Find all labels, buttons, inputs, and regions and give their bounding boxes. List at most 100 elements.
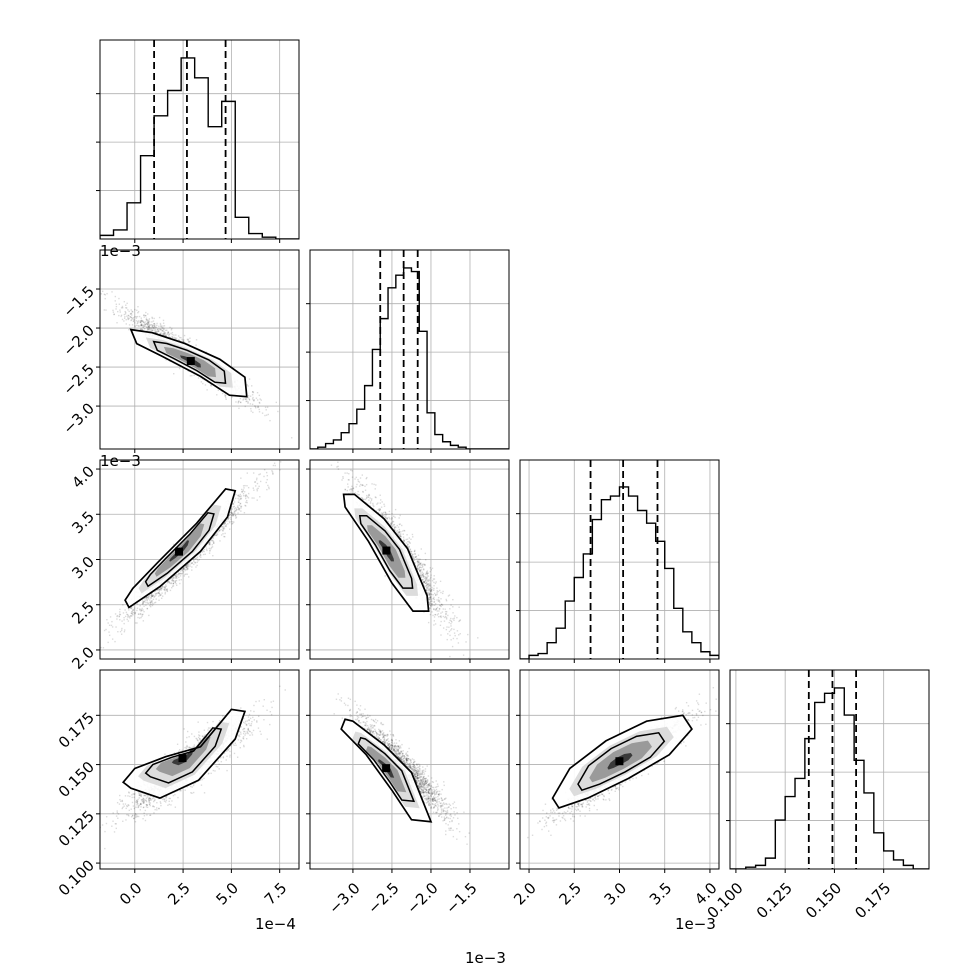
scatter-point: [153, 325, 156, 327]
scatter-point: [168, 333, 170, 336]
scatter-point: [232, 513, 234, 515]
scatter-point: [375, 484, 377, 486]
scatter-point: [117, 310, 119, 313]
scatter-point: [203, 550, 205, 553]
scatter-point: [168, 581, 170, 583]
scatter-point: [406, 545, 408, 548]
scatter-point: [251, 497, 253, 499]
scatter-point: [157, 588, 160, 590]
scatter-point: [224, 522, 227, 524]
scatter-point: [409, 551, 411, 553]
scatter-point: [428, 604, 430, 606]
scatter-point: [155, 332, 158, 334]
scatter-point: [141, 320, 143, 322]
scatter-point: [154, 328, 157, 331]
scatter-point: [174, 577, 177, 579]
scatter-point: [440, 615, 442, 617]
scatter-point: [418, 574, 421, 576]
scatter-point: [154, 330, 156, 332]
scatter-point: [378, 508, 380, 510]
scatter-point: [147, 327, 149, 329]
scatter-point: [392, 525, 394, 528]
scatter-point: [422, 583, 425, 585]
scatter-point: [418, 570, 421, 572]
scatter-point: [227, 518, 229, 521]
scatter-point: [426, 572, 428, 574]
scatter-point: [123, 622, 125, 625]
scatter-point: [426, 576, 428, 578]
scatter-point: [153, 590, 155, 593]
scatter-point: [164, 586, 166, 589]
scatter-point: [225, 398, 227, 400]
scatter-point: [171, 579, 173, 582]
scatter-point: [143, 601, 145, 603]
scatter-point: [257, 406, 260, 408]
scatter-point: [212, 540, 214, 542]
scatter-point: [398, 523, 401, 526]
scatter-point: [421, 574, 424, 577]
scatter-point: [212, 555, 214, 557]
scatter-point: [231, 508, 233, 511]
scatter-point: [166, 582, 169, 584]
scatter-point: [428, 594, 430, 596]
scatter-point: [239, 401, 242, 403]
scatter-point: [330, 464, 333, 466]
scatter-point: [168, 336, 171, 339]
scatter-point: [144, 600, 146, 602]
scatter-point: [189, 340, 191, 343]
scatter-point: [231, 512, 233, 514]
scatter-point: [436, 590, 438, 592]
scatter-point: [413, 557, 415, 560]
scatter-point: [153, 317, 155, 320]
scatter-point: [246, 495, 249, 498]
scatter-point: [433, 589, 435, 591]
scatter-point: [159, 594, 161, 596]
scatter-point: [430, 590, 432, 592]
scatter-point: [156, 328, 159, 331]
scatter-point: [271, 471, 274, 473]
scatter-point: [238, 501, 240, 504]
scatter-point: [429, 593, 431, 595]
scatter-point: [130, 612, 132, 614]
scatter-point: [350, 487, 352, 490]
scatter-point: [388, 516, 390, 519]
scatter-point: [187, 339, 189, 341]
scatter-point: [145, 315, 147, 317]
scatter-point: [251, 398, 254, 400]
scatter-point: [414, 562, 416, 564]
scatter-point: [393, 528, 395, 531]
scatter-point: [150, 593, 152, 595]
scatter-point: [411, 555, 413, 557]
scatter-point: [183, 568, 186, 570]
scatter-point: [454, 634, 456, 637]
scatter-point: [156, 330, 159, 333]
scatter-point: [355, 476, 357, 479]
scatter-point: [407, 543, 409, 545]
scatter-point: [456, 637, 458, 640]
scatter-point: [166, 590, 169, 593]
scatter-point: [243, 398, 245, 400]
scatter-point: [429, 578, 432, 580]
scatter-point: [243, 491, 246, 493]
scatter-point: [381, 513, 384, 516]
scatter-point: [145, 321, 147, 323]
scatter-point: [246, 472, 249, 474]
scatter-point: [151, 602, 153, 604]
scatter-point: [133, 609, 135, 611]
scatter-point: [431, 580, 434, 582]
scatter-point: [161, 333, 164, 335]
scatter-point: [133, 320, 135, 322]
scatter-point: [150, 593, 152, 595]
scatter-point: [152, 595, 155, 597]
scatter-point: [383, 503, 385, 506]
scatter-point: [210, 546, 213, 549]
scatter-point: [165, 584, 167, 586]
scatter-point: [152, 329, 154, 332]
scatter-point: [143, 601, 145, 603]
scatter-point: [432, 594, 434, 596]
scatter-point: [251, 385, 253, 387]
scatter-point: [225, 524, 227, 526]
scatter-point: [151, 316, 153, 319]
scatter-point: [146, 319, 148, 321]
scatter-point: [431, 602, 433, 605]
